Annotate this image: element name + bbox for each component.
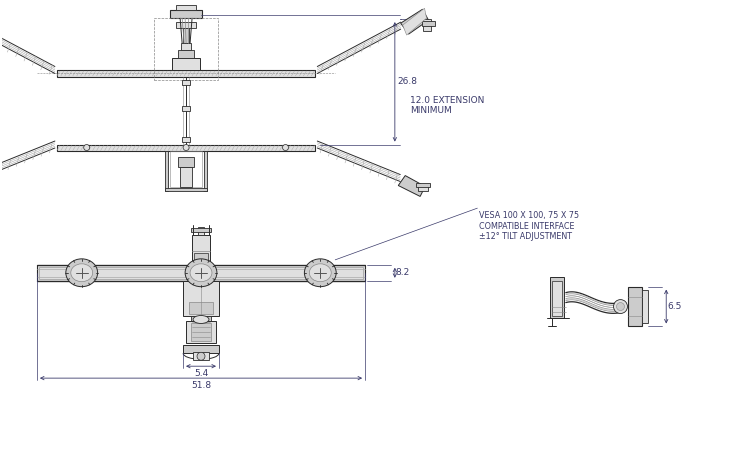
Ellipse shape [310,264,331,282]
Bar [192,235,210,265]
Text: 5.4: 5.4 [194,369,208,377]
Text: 26.8: 26.8 [398,77,418,86]
Bar [176,22,196,28]
Bar [170,10,202,18]
Bar [166,151,168,191]
Bar [57,144,316,151]
Ellipse shape [66,259,98,287]
Bar [182,137,190,142]
Bar [37,265,365,281]
Bar [176,6,196,10]
Bar [421,21,435,26]
Bar [39,267,363,279]
Ellipse shape [304,259,336,287]
Circle shape [613,300,627,314]
Bar [178,158,194,167]
Bar [416,183,430,187]
Bar [186,322,216,343]
Bar [181,43,191,50]
Bar [170,151,202,187]
Bar [178,50,194,58]
Bar [193,352,209,360]
Bar [642,290,648,323]
Bar [189,302,213,314]
Bar [182,106,190,111]
Bar [57,70,316,77]
Polygon shape [398,176,425,197]
Ellipse shape [185,259,217,287]
Text: 12.0 EXTENSION
MINIMUM: 12.0 EXTENSION MINIMUM [409,96,484,116]
Bar [191,323,211,342]
Bar [550,277,564,318]
Bar [198,227,204,235]
Bar [418,184,428,192]
Bar [194,253,208,263]
Circle shape [197,352,205,360]
Bar [628,287,642,327]
Ellipse shape [71,264,92,282]
Bar [183,345,219,353]
Bar [182,80,190,85]
Bar [183,28,189,43]
Text: 8.2: 8.2 [395,268,410,277]
Bar [552,281,562,316]
Circle shape [183,144,189,151]
Bar [154,18,218,80]
Polygon shape [403,8,426,35]
Bar [204,151,207,191]
Ellipse shape [193,315,209,323]
Bar [166,188,207,191]
Circle shape [84,144,89,151]
Text: 6.5: 6.5 [667,302,681,311]
Bar [423,19,431,31]
Bar [180,167,192,187]
Bar [172,58,200,70]
Ellipse shape [190,264,212,282]
Circle shape [616,302,624,310]
Bar [191,228,211,232]
Polygon shape [401,9,429,34]
Text: VESA 100 X 100, 75 X 75
COMPATIBLE INTERFACE
±12° TILT ADJUSTMENT: VESA 100 X 100, 75 X 75 COMPATIBLE INTER… [480,211,579,241]
Text: 51.8: 51.8 [191,381,211,390]
Circle shape [282,144,288,151]
Bar [183,281,219,315]
Bar [191,315,211,323]
